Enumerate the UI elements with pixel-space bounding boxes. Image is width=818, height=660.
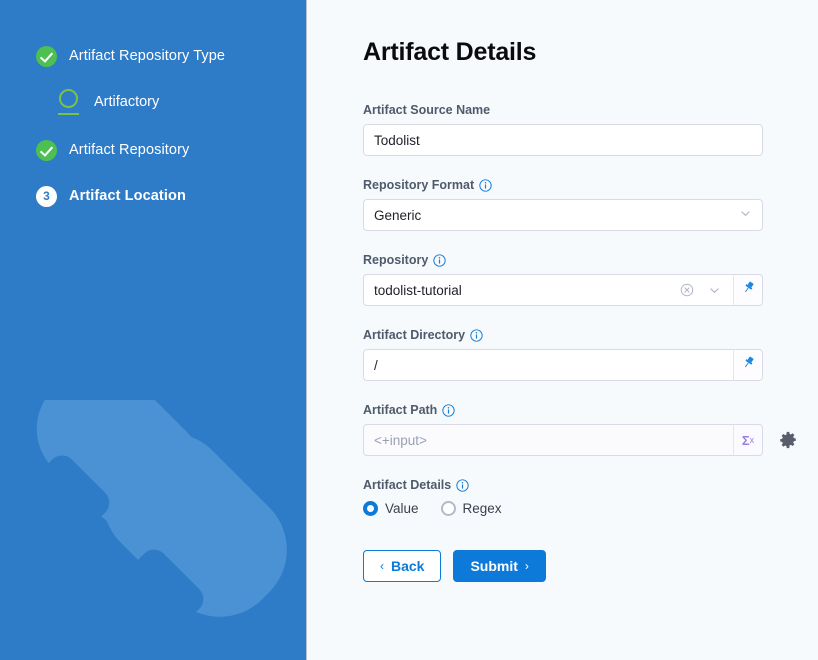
repository-format-select[interactable]: Generic: [363, 199, 763, 231]
chevron-right-icon: ›: [524, 559, 529, 573]
sidebar-step-artifact-location[interactable]: 3 Artifact Location: [0, 178, 306, 214]
pin-button-artifact-directory[interactable]: [733, 349, 763, 381]
sidebar-substep-artifactory[interactable]: Artifactory: [0, 84, 306, 120]
info-icon[interactable]: [456, 478, 469, 492]
field-label: Repository: [363, 253, 763, 267]
repository-label: Repository: [363, 253, 429, 267]
artifact-path-label: Artifact Path: [363, 403, 438, 417]
radio-label: Regex: [462, 501, 502, 516]
artifact-source-name-input[interactable]: Todolist: [363, 124, 763, 156]
field-label: Artifact Path: [363, 403, 763, 417]
info-icon[interactable]: [470, 328, 483, 342]
field-artifact-source-name: Artifact Source Name Todolist: [363, 103, 763, 156]
step-number-badge: 3: [36, 185, 57, 207]
field-label: Repository Format: [363, 178, 763, 192]
clear-circle-icon[interactable]: [680, 283, 694, 297]
radio-indicator: [440, 501, 456, 516]
artifact-path-input[interactable]: <+input>: [363, 424, 733, 456]
page-title: Artifact Details: [363, 38, 537, 66]
check-circle-icon: [36, 139, 57, 161]
chevron-down-icon: [731, 207, 752, 223]
sidebar-step-label: Artifact Repository Type: [69, 48, 226, 64]
chevron-down-icon[interactable]: [708, 284, 721, 297]
field-label: Artifact Details: [363, 478, 763, 492]
field-repository: Repository todolist-tutorial: [363, 253, 763, 306]
info-icon[interactable]: [442, 403, 456, 417]
field-label: Artifact Directory: [363, 328, 763, 342]
sidebar-step-artifact-repository[interactable]: Artifact Repository: [0, 132, 306, 168]
artifact-details-label: Artifact Details: [363, 478, 452, 492]
input-wrap: Generic: [363, 199, 763, 231]
repository-value: todolist-tutorial: [374, 282, 462, 298]
field-repository-format: Repository Format Generic: [363, 178, 763, 231]
field-artifact-directory: Artifact Directory /: [363, 328, 763, 381]
repository-format-value: Generic: [374, 207, 422, 223]
input-wrap: Todolist: [363, 124, 763, 156]
submit-button-label: Submit: [470, 558, 518, 574]
artifact-source-name-value: Todolist: [374, 132, 420, 148]
field-artifact-details: Artifact Details Value Regex: [363, 478, 763, 516]
decorative-chain-graphic: [14, 400, 287, 649]
form-actions: ‹ Back Submit ›: [363, 550, 818, 582]
pin-icon: [741, 355, 756, 375]
chevron-left-icon: ‹: [380, 559, 384, 573]
check-circle-icon: [36, 45, 57, 67]
artifact-source-name-label: Artifact Source Name: [363, 103, 491, 117]
field-label: Artifact Source Name: [363, 103, 763, 117]
artifact-path-placeholder: <+input>: [374, 432, 427, 448]
wizard-sidebar: Artifact Repository Type Artifactory Art…: [0, 0, 307, 660]
artifact-details-form: Artifact Details Artifact Source Name To…: [307, 0, 818, 660]
step-number-text: 3: [36, 185, 57, 207]
artifact-directory-label: Artifact Directory: [363, 328, 466, 342]
input-wrap: /: [363, 349, 763, 381]
artifact-directory-input[interactable]: /: [363, 349, 733, 381]
sidebar-substep-label: Artifactory: [94, 94, 160, 110]
sidebar-step-label: Artifact Location: [69, 188, 186, 204]
sigma-icon: Σ: [741, 432, 750, 448]
info-icon[interactable]: [479, 178, 492, 192]
back-button-label: Back: [391, 558, 425, 574]
submit-button[interactable]: Submit ›: [453, 550, 546, 582]
radio-label: Value: [385, 501, 419, 516]
input-wrap: todolist-tutorial: [363, 274, 763, 306]
pin-icon: [741, 280, 756, 300]
sidebar-step-artifact-repository-type[interactable]: Artifact Repository Type: [0, 38, 306, 74]
wizard-step-list: Artifact Repository Type Artifactory Art…: [0, 0, 306, 214]
circle-outline-icon: [58, 89, 80, 115]
radio-value[interactable]: Value: [363, 501, 419, 516]
artifact-details-radio-group: Value Regex: [363, 501, 763, 516]
sigma-superscript: x: [749, 435, 755, 445]
radio-indicator-selected: [363, 501, 378, 516]
repository-select[interactable]: todolist-tutorial: [363, 274, 733, 306]
artifact-directory-value: /: [374, 357, 378, 373]
info-icon[interactable]: [433, 253, 446, 267]
sidebar-step-label: Artifact Repository: [69, 142, 190, 158]
pin-button-repository[interactable]: [733, 274, 763, 306]
back-button[interactable]: ‹ Back: [363, 550, 442, 582]
repository-format-label: Repository Format: [363, 178, 475, 192]
gear-icon[interactable]: [779, 431, 797, 449]
radio-regex[interactable]: Regex: [440, 501, 502, 516]
